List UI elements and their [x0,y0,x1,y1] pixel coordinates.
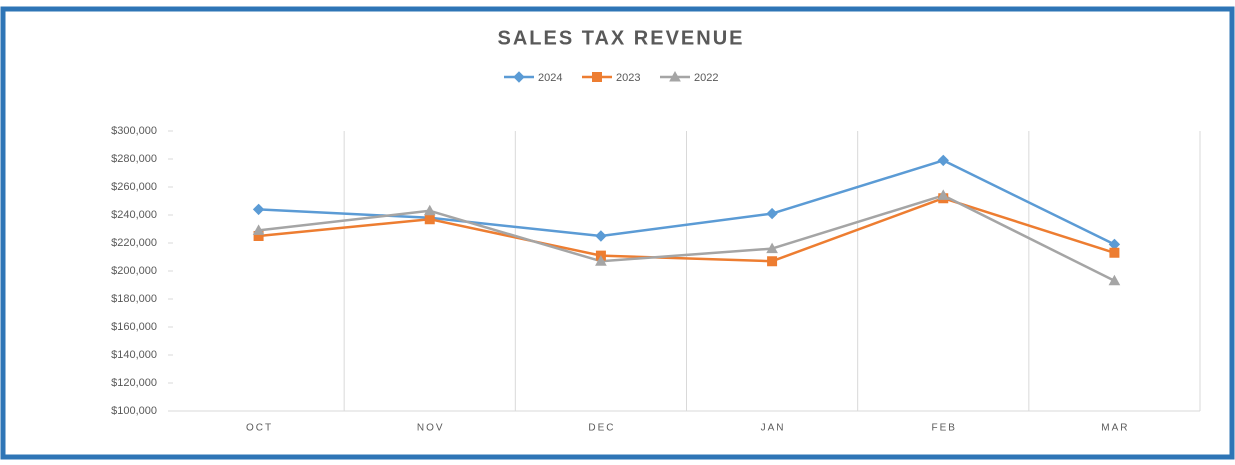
x-tick-label: DEC [588,423,615,434]
y-tick-label: $120,000 [111,377,157,389]
series-line [258,194,1115,282]
y-tick-label: $220,000 [111,237,157,249]
x-tick-label: NOV [417,423,445,434]
data-point [252,203,265,216]
data-point [766,207,778,220]
y-tick-label: $280,000 [111,153,157,165]
data-point [595,255,607,266]
data-point [423,204,436,216]
y-tick-label: $300,000 [111,125,157,137]
x-tick-label: JAN [761,423,786,434]
x-tick-label: MAR [1101,423,1129,434]
x-tick-label: OCT [246,423,273,434]
data-point [1109,247,1120,258]
legend-marker [669,70,681,82]
data-point [252,224,265,235]
series-line [258,196,1115,263]
series-line [258,159,1115,246]
data-point [937,154,949,167]
data-point [767,256,778,267]
data-point [1108,274,1121,286]
x-tick-label: FEB [932,423,957,434]
y-tick-label: $200,000 [111,265,157,277]
legend-label: 2023 [616,72,640,84]
data-point [766,242,778,254]
y-tick-label: $180,000 [111,293,157,305]
legend-marker [513,71,525,83]
data-point [595,230,607,242]
y-tick-label: $140,000 [111,349,157,361]
legend-marker [592,72,602,82]
chart-title: SALES TAX REVENUE [498,27,745,49]
y-tick-label: $240,000 [111,209,157,221]
data-point [937,189,950,200]
data-point [424,214,435,225]
y-tick-label: $160,000 [111,321,157,333]
y-tick-label: $100,000 [111,405,157,417]
legend-label: 2022 [694,72,718,84]
legend-label: 2024 [538,72,562,84]
y-tick-label: $260,000 [111,181,157,193]
